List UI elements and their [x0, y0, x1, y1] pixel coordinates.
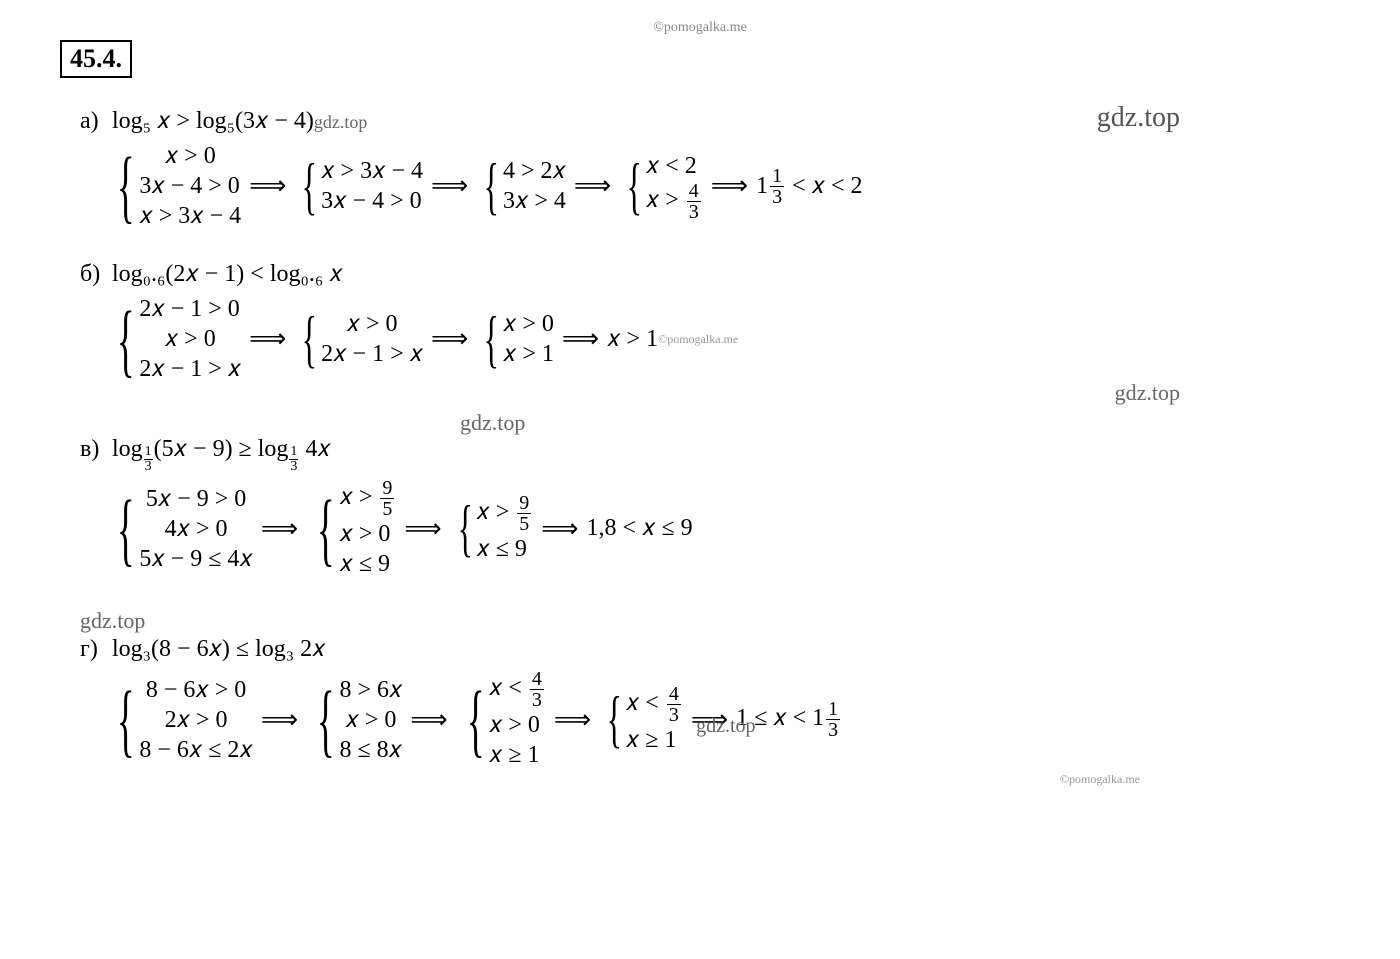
c-s3-l2: 𝑥 ≤ 9	[476, 534, 533, 564]
label-c: в)	[80, 434, 106, 465]
arrow-b3: ⟹	[562, 322, 599, 356]
d-s3-l2: 𝑥 > 0	[489, 710, 546, 740]
arrow-c3: ⟹	[541, 512, 578, 546]
wm-bottom: ©pomogalka.me	[80, 772, 1360, 788]
brace-a2: { 𝑥 > 3𝑥 − 4 3𝑥 − 4 > 0	[294, 156, 423, 216]
arrow-b2: ⟹	[431, 322, 468, 356]
a-s4-l2: 𝑥 > 43	[646, 181, 703, 222]
arrow-d1: ⟹	[261, 703, 298, 737]
part-d: gdz.top г) log₃(8 − 6𝑥) ≤ log₃ 2𝑥 { 8 − …	[80, 607, 1360, 770]
arrow-a2: ⟹	[431, 169, 468, 203]
b-result: 𝑥 > 1	[607, 324, 658, 355]
part-a: gdz.top а) log₅ 𝑥 > log₅(3𝑥 − 4)gdz.top …	[80, 106, 1360, 231]
arrow-c1: ⟹	[261, 512, 298, 546]
d-s4-l2: 𝑥 ≥ 1	[626, 725, 683, 755]
a-result: 113 < 𝑥 < 2	[756, 166, 862, 207]
d-s3-l3: 𝑥 ≥ 1	[489, 740, 546, 770]
d-s2-l1: 8 > 6𝑥	[339, 675, 402, 705]
label-a: а)	[80, 106, 106, 137]
a-s3-l2: 3𝑥 > 4	[503, 186, 566, 216]
arrow-b1: ⟹	[249, 322, 286, 356]
wm-gdz-2: gdz.top	[1115, 379, 1180, 408]
c-s1-l3: 5𝑥 − 9 ≤ 4𝑥	[139, 544, 252, 574]
brace-d3: { 𝑥 < 43 𝑥 > 0 𝑥 ≥ 1	[456, 669, 546, 770]
d-s1-l3: 8 − 6𝑥 ≤ 2𝑥	[139, 735, 252, 765]
b-s3-l1: 𝑥 > 0	[503, 309, 554, 339]
inline-wm-1: gdz.top	[314, 112, 368, 132]
a-s1-l2: 3𝑥 − 4 > 0	[139, 171, 241, 201]
a-s1-l1: 𝑥 > 0	[139, 141, 241, 171]
arrow-d2: ⟹	[410, 703, 447, 737]
watermark-gdz-1: gdz.top	[1097, 100, 1180, 136]
part-b: б) log₀.₆(2𝑥 − 1) < log₀.₆ 𝑥 { 2𝑥 − 1 > …	[80, 259, 1360, 384]
problem-number-box: 45.4.	[60, 40, 132, 78]
brace-a4: { 𝑥 < 2 𝑥 > 43	[619, 151, 703, 222]
arrow-a4: ⟹	[711, 169, 748, 203]
d-s4-l1: 𝑥 < 43	[626, 684, 683, 725]
wm-small-1: ©pomogalka.me	[658, 332, 738, 348]
brace-a1: { 𝑥 > 0 3𝑥 − 4 > 0 𝑥 > 3𝑥 − 4	[106, 141, 241, 231]
eq-c: log13(5𝑥 − 9) ≥ log13 4𝑥	[112, 436, 331, 462]
wm-gdz-5: gdz.top	[696, 713, 755, 739]
c-s2-l2: 𝑥 > 0	[339, 519, 396, 549]
brace-d2: { 8 > 6𝑥 𝑥 > 0 8 ≤ 8𝑥	[306, 675, 402, 765]
brace-d4: { 𝑥 < 43 𝑥 ≥ 1	[599, 684, 683, 755]
b-s2-l2: 2𝑥 − 1 > 𝑥	[321, 339, 423, 369]
part-c: в) log13(5𝑥 − 9) ≥ log13 4𝑥 { 5𝑥 − 9 > 0…	[80, 434, 1360, 579]
arrow-c2: ⟹	[404, 512, 441, 546]
a-s2-l2: 3𝑥 − 4 > 0	[321, 186, 423, 216]
arrow-a3: ⟹	[574, 169, 611, 203]
b-s2-l1: 𝑥 > 0	[321, 309, 423, 339]
watermark-top: ©pomogalka.me	[40, 20, 1360, 36]
c-result: 1,8 < 𝑥 ≤ 9	[587, 513, 693, 544]
d-s3-l1: 𝑥 < 43	[489, 669, 546, 710]
label-d: г)	[80, 634, 106, 665]
arrow-d3: ⟹	[554, 703, 591, 737]
brace-d1: { 8 − 6𝑥 > 0 2𝑥 > 0 8 − 6𝑥 ≤ 2𝑥	[106, 675, 253, 765]
c-s3-l1: 𝑥 > 95	[476, 493, 533, 534]
eq-d: log₃(8 − 6𝑥) ≤ log₃ 2𝑥	[112, 636, 326, 662]
label-b: б)	[80, 259, 106, 290]
a-s2-l1: 𝑥 > 3𝑥 − 4	[321, 156, 423, 186]
brace-c3: { 𝑥 > 95 𝑥 ≤ 9	[450, 493, 534, 564]
c-s2-l1: 𝑥 > 95	[339, 478, 396, 519]
eq-b: log₀.₆(2𝑥 − 1) < log₀.₆ 𝑥	[112, 261, 343, 287]
b-s1-l2: 𝑥 > 0	[139, 324, 241, 354]
brace-c1: { 5𝑥 − 9 > 0 4𝑥 > 0 5𝑥 − 9 ≤ 4𝑥	[106, 484, 253, 574]
brace-a3: { 4 > 2𝑥 3𝑥 > 4	[476, 156, 566, 216]
b-s3-l2: 𝑥 > 1	[503, 339, 554, 369]
c-s1-l2: 4𝑥 > 0	[139, 514, 252, 544]
brace-b1: { 2𝑥 − 1 > 0 𝑥 > 0 2𝑥 − 1 > 𝑥	[106, 294, 241, 384]
a-s4-l1: 𝑥 < 2	[646, 151, 703, 181]
c-s2-l3: 𝑥 ≤ 9	[339, 549, 396, 579]
d-s1-l2: 2𝑥 > 0	[139, 705, 252, 735]
d-s2-l3: 8 ≤ 8𝑥	[339, 735, 402, 765]
a-s3-l1: 4 > 2𝑥	[503, 156, 566, 186]
wm-gdz-4: gdz.top	[80, 607, 1360, 636]
d-s1-l1: 8 − 6𝑥 > 0	[139, 675, 252, 705]
brace-b3: { 𝑥 > 0 𝑥 > 1	[476, 309, 554, 369]
a-s1-l3: 𝑥 > 3𝑥 − 4	[139, 201, 241, 231]
brace-c2: { 𝑥 > 95 𝑥 > 0 𝑥 ≤ 9	[306, 478, 396, 579]
eq-a: log₅ 𝑥 > log₅(3𝑥 − 4)	[112, 108, 314, 134]
c-s1-l1: 5𝑥 − 9 > 0	[139, 484, 252, 514]
brace-b2: { 𝑥 > 0 2𝑥 − 1 > 𝑥	[294, 309, 423, 369]
arrow-a1: ⟹	[249, 169, 286, 203]
b-s1-l3: 2𝑥 − 1 > 𝑥	[139, 354, 241, 384]
d-result: 1 ≤ 𝑥 < 113 gdz.top	[736, 699, 842, 740]
b-s1-l1: 2𝑥 − 1 > 0	[139, 294, 241, 324]
d-s2-l2: 𝑥 > 0	[339, 705, 402, 735]
